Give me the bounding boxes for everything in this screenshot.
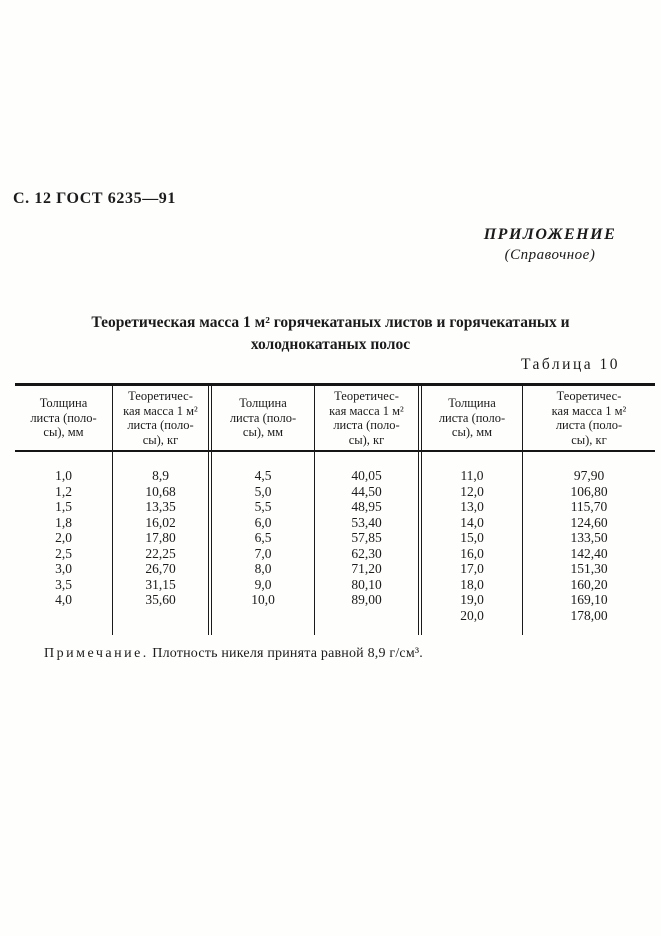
table-body: 1,0 1,2 1,5 1,8 2,0 2,5 3,0 3,5 4,0 8,9 10,68 13,3… bbox=[15, 452, 655, 635]
table-cell: 5,0 bbox=[254, 483, 272, 499]
table-cell: 40,05 bbox=[351, 468, 382, 483]
table-cell: 151,30 bbox=[570, 561, 608, 576]
table-cell: 6,0 bbox=[254, 514, 272, 530]
table-cell: 4,0 bbox=[55, 592, 72, 607]
table-cell: 11,0 bbox=[460, 468, 484, 483]
table-cell: 8,9 bbox=[152, 468, 169, 483]
table-cell: 20,0 bbox=[460, 607, 484, 623]
table-cell: 4,5 bbox=[254, 468, 272, 483]
note-label: Примечание. bbox=[44, 646, 149, 661]
table-cell: 1,5 bbox=[55, 499, 72, 514]
header-cell-thickness-3: Толщина листа (поло- сы), мм bbox=[422, 386, 523, 450]
table-cell: 178,00 bbox=[570, 607, 608, 623]
table-cell: 169,10 bbox=[570, 592, 608, 607]
table-cell: 8,0 bbox=[254, 561, 272, 576]
table-cell: 133,50 bbox=[570, 530, 608, 545]
note-text: Плотность никеля принята равной 8,9 г/см… bbox=[152, 646, 423, 661]
header-cell-mass-1: Теоретичес- кая масса 1 м² листа (поло- … bbox=[113, 386, 212, 450]
table-cell: 10,68 bbox=[145, 483, 176, 499]
table-cell: 9,0 bbox=[254, 576, 272, 592]
table-cell: 3,5 bbox=[55, 576, 72, 592]
table-cell: 1,0 bbox=[55, 468, 72, 483]
table-cell: 18,0 bbox=[460, 576, 484, 592]
column-mass-3: 97,90 106,80 115,70 124,60 133,50 142,40 151,3… bbox=[523, 452, 655, 635]
table-cell: 71,20 bbox=[351, 561, 382, 576]
doc-header: С. 12 ГОСТ 6235—91 bbox=[13, 190, 177, 207]
table-cell: 26,70 bbox=[145, 561, 176, 576]
table-cell: 13,0 bbox=[460, 499, 484, 514]
header-cell-mass-3: Теоретичес- кая масса 1 м² листа (поло- … bbox=[551, 389, 627, 447]
annex-subtitle: (Справочное) bbox=[504, 247, 596, 263]
table-cell: 17,80 bbox=[145, 530, 176, 545]
table-cell: 3,0 bbox=[55, 561, 72, 576]
table-cell: 14,0 bbox=[460, 514, 484, 530]
table-cell: 97,90 bbox=[573, 468, 605, 483]
table-note: Примечание. Плотность никеля принята рав… bbox=[44, 646, 641, 662]
column-mass-1: 8,9 10,68 13,35 16,02 17,80 22,25 26,70 31,15 35… bbox=[113, 452, 212, 635]
header-cell-mass-2: Теоретичес- кая масса 1 м² листа (поло- … bbox=[315, 386, 422, 450]
table-cell: 53,40 bbox=[351, 514, 382, 530]
table-cell: 7,0 bbox=[254, 545, 272, 561]
table-cell: 12,0 bbox=[460, 483, 484, 499]
header-cell-thickness-1: Толщина листа (поло- сы), мм bbox=[15, 386, 113, 450]
table-cell: 17,0 bbox=[460, 561, 484, 576]
table-cell: 1,2 bbox=[55, 483, 72, 499]
table-cell: 62,30 bbox=[351, 545, 382, 561]
table-cell: 16,02 bbox=[145, 514, 176, 530]
table-header-row: Толщина листа (поло- сы), мм Теоретичес-… bbox=[15, 386, 655, 452]
table-cell: 1,8 bbox=[55, 514, 72, 530]
data-table: Толщина листа (поло- сы), мм Теоретичес-… bbox=[15, 383, 655, 635]
table-title: Теоретическая масса 1 м² горячекатаных л… bbox=[40, 312, 621, 356]
table-title-line2: холоднокатаных полос bbox=[250, 336, 411, 353]
table-title-line1: Теоретическая масса 1 м² горячекатаных л… bbox=[91, 314, 570, 331]
table-cell: 19,0 bbox=[460, 592, 484, 607]
column-thickness-2: 4,5 5,0 5,5 6,0 6,5 7,0 8,0 9,0 10,0 bbox=[212, 452, 315, 635]
table-cell: 2,5 bbox=[55, 545, 72, 561]
table-cell: 13,35 bbox=[145, 499, 176, 514]
table-cell: 89,00 bbox=[351, 592, 382, 607]
table-cell: 6,5 bbox=[254, 530, 272, 545]
table-cell: 160,20 bbox=[570, 576, 608, 592]
table-cell: 142,40 bbox=[570, 545, 608, 561]
table-cell: 106,80 bbox=[570, 483, 608, 499]
table-cell: 48,95 bbox=[351, 499, 382, 514]
table-cell: 15,0 bbox=[460, 530, 484, 545]
table-cell: 10,0 bbox=[251, 592, 275, 607]
table-cell: 22,25 bbox=[145, 545, 176, 561]
table-cell: 44,50 bbox=[351, 483, 382, 499]
table-cell: 31,15 bbox=[145, 576, 176, 592]
table-cell: 16,0 bbox=[460, 545, 484, 561]
table-caption: Таблица 10 bbox=[520, 356, 620, 373]
annex-block: ПРИЛОЖЕНИЕ (Справочное) bbox=[450, 226, 650, 264]
table-cell: 124,60 bbox=[570, 514, 608, 530]
annex-title: ПРИЛОЖЕНИЕ bbox=[483, 226, 617, 243]
column-mass-2: 40,05 44,50 48,95 53,40 57,85 62,30 71,20 80,10… bbox=[315, 452, 422, 635]
table-cell: 5,5 bbox=[254, 499, 272, 514]
column-thickness-3: 11,0 12,0 13,0 14,0 15,0 16,0 17,0 18,0 19,0 20,0 bbox=[422, 452, 523, 635]
column-thickness-1: 1,0 1,2 1,5 1,8 2,0 2,5 3,0 3,5 4,0 bbox=[15, 452, 113, 635]
header-cell-thickness-2: Толщина листа (поло- сы), мм bbox=[212, 386, 315, 450]
table-cell: 2,0 bbox=[55, 530, 72, 545]
table-cell: 57,85 bbox=[351, 530, 382, 545]
table-cell: 115,70 bbox=[570, 499, 608, 514]
table-cell: 80,10 bbox=[351, 576, 382, 592]
table-cell: 35,60 bbox=[145, 592, 176, 607]
